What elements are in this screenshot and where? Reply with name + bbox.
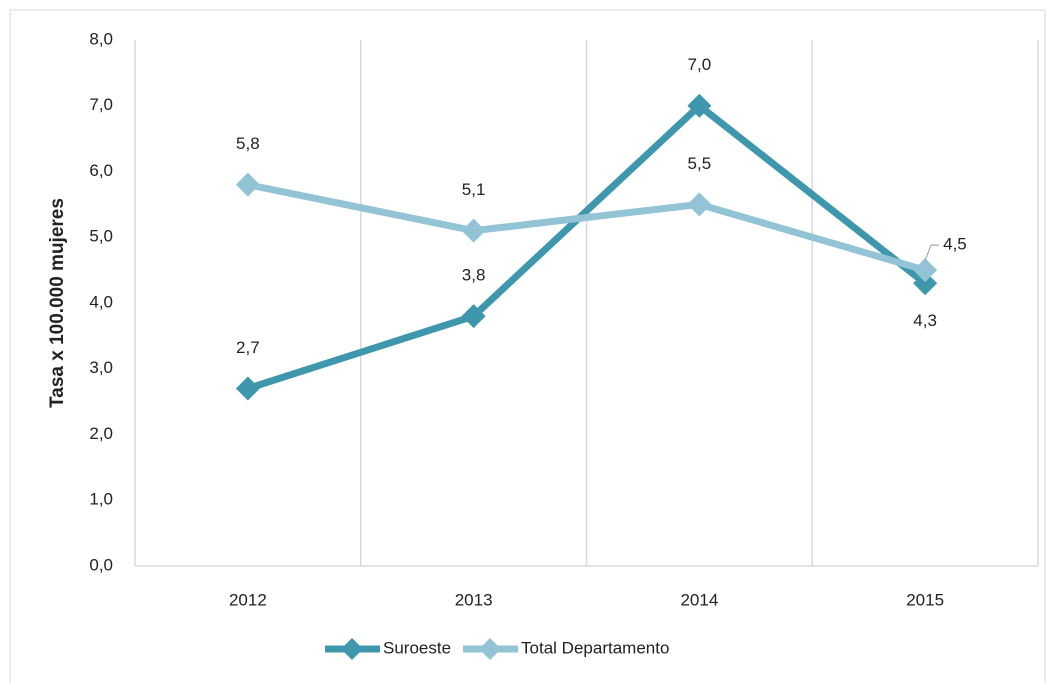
series-line [247, 181, 927, 274]
point-marker [913, 271, 938, 296]
point-marker [235, 172, 260, 197]
y-tick-label: 6,0 [89, 161, 113, 180]
data-label: 3,8 [462, 266, 486, 285]
data-label: 7,0 [688, 55, 712, 74]
x-tick-label: 2013 [455, 590, 493, 609]
y-tick-label: 0,0 [89, 555, 113, 574]
data-label: 5,5 [688, 154, 712, 173]
data-label: 4,3 [913, 311, 937, 330]
data-label: 5,1 [462, 180, 486, 199]
chart-border [9, 9, 1046, 683]
x-tick-label: 2015 [906, 590, 944, 609]
y-tick-label: 3,0 [89, 358, 113, 377]
y-axis-label: Tasa x 100.000 mujeres [47, 198, 68, 408]
y-tick-label: 8,0 [89, 29, 113, 48]
data-label: 5,8 [236, 134, 260, 153]
point-marker [461, 218, 486, 243]
leader-line [924, 244, 940, 261]
point-marker [687, 93, 712, 118]
legend-marker [341, 638, 363, 660]
legend-label: Total Departamento [521, 638, 669, 657]
point-marker [687, 192, 712, 217]
y-tick-label: 4,0 [89, 292, 113, 311]
series-line [246, 102, 928, 392]
point-marker [235, 376, 260, 401]
y-tick-label: 5,0 [89, 227, 113, 246]
legend-marker [479, 638, 502, 660]
y-tick-label: 2,0 [89, 424, 113, 443]
point-marker [461, 304, 486, 329]
x-tick-label: 2014 [680, 590, 718, 609]
legend-label: Suroeste [383, 638, 451, 657]
data-label: 4,5 [943, 235, 967, 254]
y-tick-label: 7,0 [89, 95, 113, 114]
data-label: 2,7 [236, 338, 260, 357]
point-marker [913, 258, 938, 283]
y-tick-label: 1,0 [89, 490, 113, 509]
x-tick-label: 2012 [229, 590, 267, 609]
